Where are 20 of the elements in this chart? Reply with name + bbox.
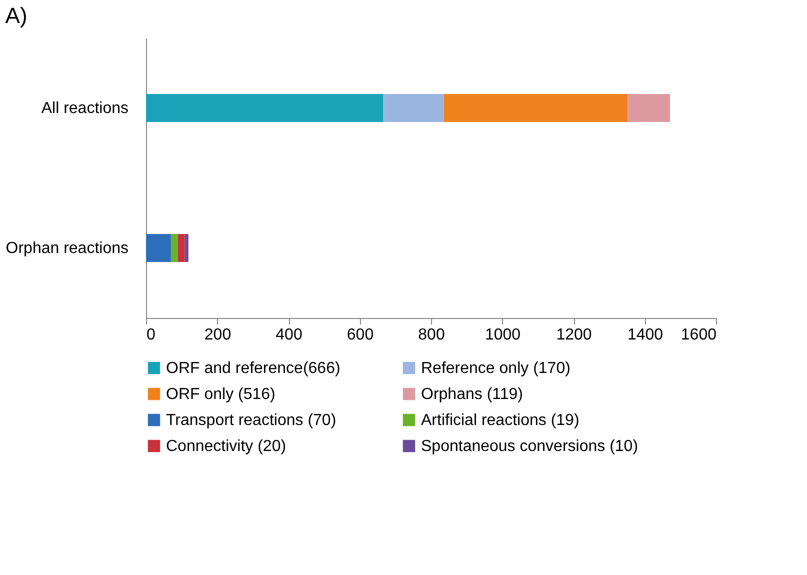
x-tick-label: 200 bbox=[204, 326, 232, 344]
x-tick-label: 1000 bbox=[484, 326, 521, 344]
x-tick-label: 1400 bbox=[627, 326, 664, 344]
y-tick-label: All reactions bbox=[41, 100, 128, 117]
legend-label: ORF only (516) bbox=[166, 386, 276, 403]
x-tick-label: 1200 bbox=[556, 326, 592, 344]
x-tick-label: 800 bbox=[418, 326, 445, 344]
legend-label: Spontaneous conversions (10) bbox=[421, 438, 638, 455]
x-tick-label: 400 bbox=[276, 326, 302, 344]
legend-label: Reference only (170) bbox=[421, 360, 570, 377]
chart-title: A) bbox=[5, 3, 28, 28]
y-tick-label: Orphan reactions bbox=[6, 240, 128, 257]
x-tick-label: 1600 bbox=[680, 326, 717, 344]
x-tick-label: 600 bbox=[346, 326, 374, 344]
legend-label: Transport reactions (70) bbox=[166, 412, 336, 429]
legend-label: Orphans (119) bbox=[421, 386, 523, 403]
x-tick-label: 0 bbox=[146, 326, 156, 344]
legend-label: Artificial reactions (19) bbox=[421, 412, 580, 429]
legend-label: ORF and reference(666) bbox=[166, 360, 340, 377]
legend-label: Connectivity (20) bbox=[166, 438, 286, 455]
